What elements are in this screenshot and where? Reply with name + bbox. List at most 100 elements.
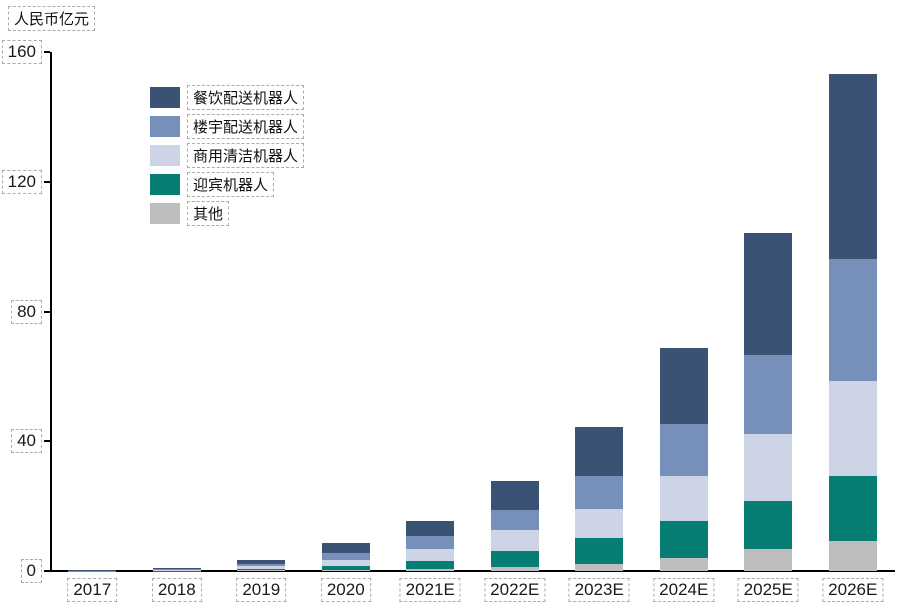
legend-swatch [150,115,180,137]
legend-swatch [150,86,180,108]
bar-segment [828,540,877,571]
y-tick-label-wrap: 40 [11,429,42,454]
x-tick-label: 2021E [399,578,461,602]
x-axis-line [50,570,895,572]
x-tick-label: 2019 [236,578,287,602]
bar-segment [237,568,286,571]
bar-segment [237,570,286,571]
x-tick-label-wrap: 2025E [737,578,799,602]
bar-segment [659,424,708,476]
bar-2019 [237,559,286,571]
legend-swatch [150,202,180,224]
bar-segment [152,568,201,570]
bar-2024E [659,347,708,571]
x-tick-label-wrap: 2024E [653,578,715,602]
bar-2020 [321,543,370,571]
bar-segment [575,508,624,538]
bar-segment [152,569,201,571]
x-tick-label-wrap: 2019 [236,578,287,602]
bar-segment [744,500,793,549]
bar-segment [575,563,624,571]
y-tick-mark [44,180,50,183]
legend-label: 其他 [187,200,230,226]
legend-label: 迎宾机器人 [187,171,275,197]
chart-legend: 餐饮配送机器人 楼宇配送机器人 商用清洁机器人 迎宾机器人其他 [150,84,305,231]
x-tick-label: 2018 [151,578,202,602]
bar-segment [321,543,370,553]
bar-segment [406,548,455,562]
legend-label: 商用清洁机器人 [187,142,305,168]
bar-segment [575,537,624,564]
bar-2017 [68,570,117,571]
x-tick-label: 2022E [484,578,546,602]
bar-segment [828,475,877,541]
y-tick-label: 80 [11,299,42,324]
bar-segment [659,475,708,522]
legend-swatch [150,173,180,195]
legend-item: 餐饮配送机器人 [150,84,305,110]
bar-segment [744,354,793,435]
x-tick-label-wrap: 2017 [67,578,118,602]
y-tick-mark [44,440,50,443]
y-tick-label: 40 [11,429,42,454]
x-tick-label-wrap: 2023E [568,578,630,602]
y-tick-label: 120 [1,169,42,194]
bar-segment [490,510,539,531]
bar-2018 [152,567,201,571]
y-tick-label-wrap: 0 [20,559,42,583]
y-axis-unit-label: 人民币亿元 [8,6,96,31]
bar-2025E [744,233,793,571]
y-tick-mark [44,570,50,572]
bar-segment [490,530,539,551]
bar-segment [321,560,370,567]
bar-segment [659,557,708,571]
bar-segment [321,552,370,561]
bar-segment [406,521,455,536]
y-tick-mark [44,310,50,313]
x-tick-label: 2025E [737,578,799,602]
bar-segment [406,569,455,571]
x-tick-label: 2023E [568,578,630,602]
y-tick-label-wrap: 80 [11,299,42,324]
y-axis-line [50,52,52,572]
bar-2021E [406,521,455,571]
y-tick-mark [44,51,50,53]
legend-item: 商用清洁机器人 [150,142,305,168]
bar-segment [237,559,286,564]
bar-segment [237,563,286,567]
x-tick-label: 2017 [67,578,118,602]
bar-segment [406,535,455,549]
y-tick-label-wrap: 160 [1,40,42,64]
y-tick-label: 0 [20,559,42,583]
bar-2026E [828,74,877,571]
x-tick-label-wrap: 2018 [151,578,202,602]
bar-segment [744,233,793,355]
bar-segment [490,481,539,511]
x-tick-label: 2024E [653,578,715,602]
y-tick-label-wrap: 120 [1,169,42,194]
legend-item: 迎宾机器人 [150,171,304,197]
legend-label: 楼宇配送机器人 [187,113,305,139]
bar-2023E [575,427,624,571]
bar-segment [490,550,539,568]
bar-segment [659,347,708,425]
x-tick-label: 2026E [822,578,884,602]
x-tick-label: 2020 [320,578,371,602]
bar-segment [575,427,624,477]
x-tick-label-wrap: 2021E [399,578,461,602]
bar-segment [406,561,455,570]
bar-segment [321,570,370,571]
x-tick-label-wrap: 2026E [822,578,884,602]
bar-2022E [490,481,539,571]
legend-item: 楼宇配送机器人 [150,113,305,139]
legend-label: 餐饮配送机器人 [187,84,305,110]
y-tick-label: 160 [1,40,42,64]
bar-segment [744,434,793,501]
x-tick-label-wrap: 2022E [484,578,546,602]
x-tick-label-wrap: 2020 [320,578,371,602]
bar-segment [152,567,201,569]
bar-segment [659,521,708,558]
bar-segment [490,567,539,571]
legend-item: 其他 [150,200,304,226]
